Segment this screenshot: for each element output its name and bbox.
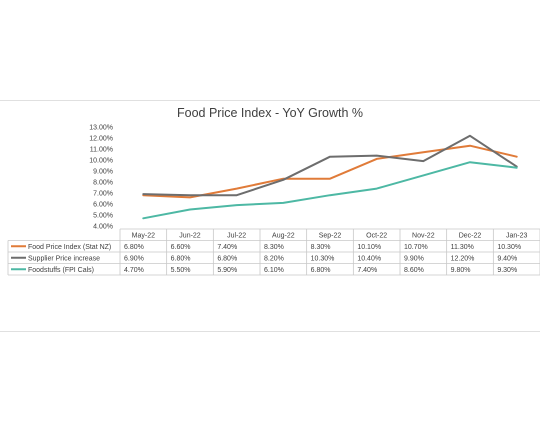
chart-title: Food Price Index - YoY Growth %: [177, 106, 363, 120]
x-tick-label: Jun-22: [179, 232, 201, 239]
y-tick-label: 9.00%: [93, 169, 113, 176]
y-tick-label: 6.00%: [93, 202, 113, 209]
data-label: 8.30%: [264, 244, 284, 251]
legend-entry: Supplier Price increase: [28, 255, 100, 262]
data-label: 6.80%: [311, 267, 331, 274]
data-label: 4.70%: [124, 267, 144, 274]
data-label: 9.80%: [451, 267, 471, 274]
series-line-2: [142, 161, 518, 220]
data-label: 6.80%: [217, 255, 237, 262]
y-tick-label: 10.00%: [89, 158, 113, 165]
data-label: 12.20%: [451, 255, 475, 262]
data-label: 5.50%: [171, 267, 191, 274]
chart-frame: [0, 100, 540, 332]
x-tick-label: Aug-22: [272, 232, 295, 239]
data-label: 10.70%: [404, 244, 428, 251]
legend-entry: Foodstuffs (FPI Cals): [28, 267, 94, 274]
x-tick-label: Jul-22: [227, 232, 246, 239]
data-label: 10.40%: [357, 255, 381, 262]
y-tick-label: 12.00%: [89, 136, 113, 143]
data-label: 10.30%: [311, 255, 335, 262]
x-tick-label: Sep-22: [319, 232, 342, 239]
data-label: 11.30%: [451, 244, 474, 251]
series-line-0: [142, 144, 518, 199]
x-tick-label: Jan-23: [506, 232, 528, 239]
data-label: 7.40%: [357, 267, 377, 274]
legend-entry: Food Price Index (Stat NZ): [28, 244, 111, 251]
data-label: 6.60%: [171, 244, 191, 251]
data-label: 8.60%: [404, 267, 424, 274]
y-tick-label: 4.00%: [93, 224, 113, 231]
x-tick-label: Nov-22: [412, 232, 435, 239]
x-tick-label: Dec-22: [459, 232, 482, 239]
data-label: 8.30%: [311, 244, 331, 251]
plot-area: [142, 134, 518, 220]
data-label: 9.40%: [497, 255, 517, 262]
data-label: 7.40%: [217, 244, 237, 251]
y-axis: 4.00% 5.00% 6.00% 7.00% 8.00% 9.00% 10.00% 11.0…: [89, 125, 113, 231]
data-table: May-22 Jun-22 Jul-22 Aug-22 Sep-22 Oct-22 Nov-…: [7, 228, 540, 276]
data-label: 9.30%: [497, 267, 517, 274]
data-label: 5.90%: [217, 267, 237, 274]
data-label: 6.80%: [124, 244, 144, 251]
y-tick-label: 13.00%: [89, 125, 113, 132]
data-label: 6.80%: [171, 255, 191, 262]
data-label: 10.10%: [357, 244, 381, 251]
data-label: 8.20%: [264, 255, 284, 262]
data-label: 6.90%: [124, 255, 144, 262]
data-label: 6.10%: [264, 267, 284, 274]
x-tick-label: Oct-22: [366, 232, 387, 239]
y-tick-label: 7.00%: [93, 191, 113, 198]
x-tick-label: May-22: [132, 232, 155, 239]
data-label: 10.30%: [497, 244, 521, 251]
series-line-1: [142, 134, 518, 197]
y-tick-label: 11.00%: [90, 147, 113, 154]
y-tick-label: 5.00%: [93, 213, 113, 220]
y-tick-label: 8.00%: [93, 180, 113, 187]
data-label: 9.90%: [404, 255, 424, 262]
